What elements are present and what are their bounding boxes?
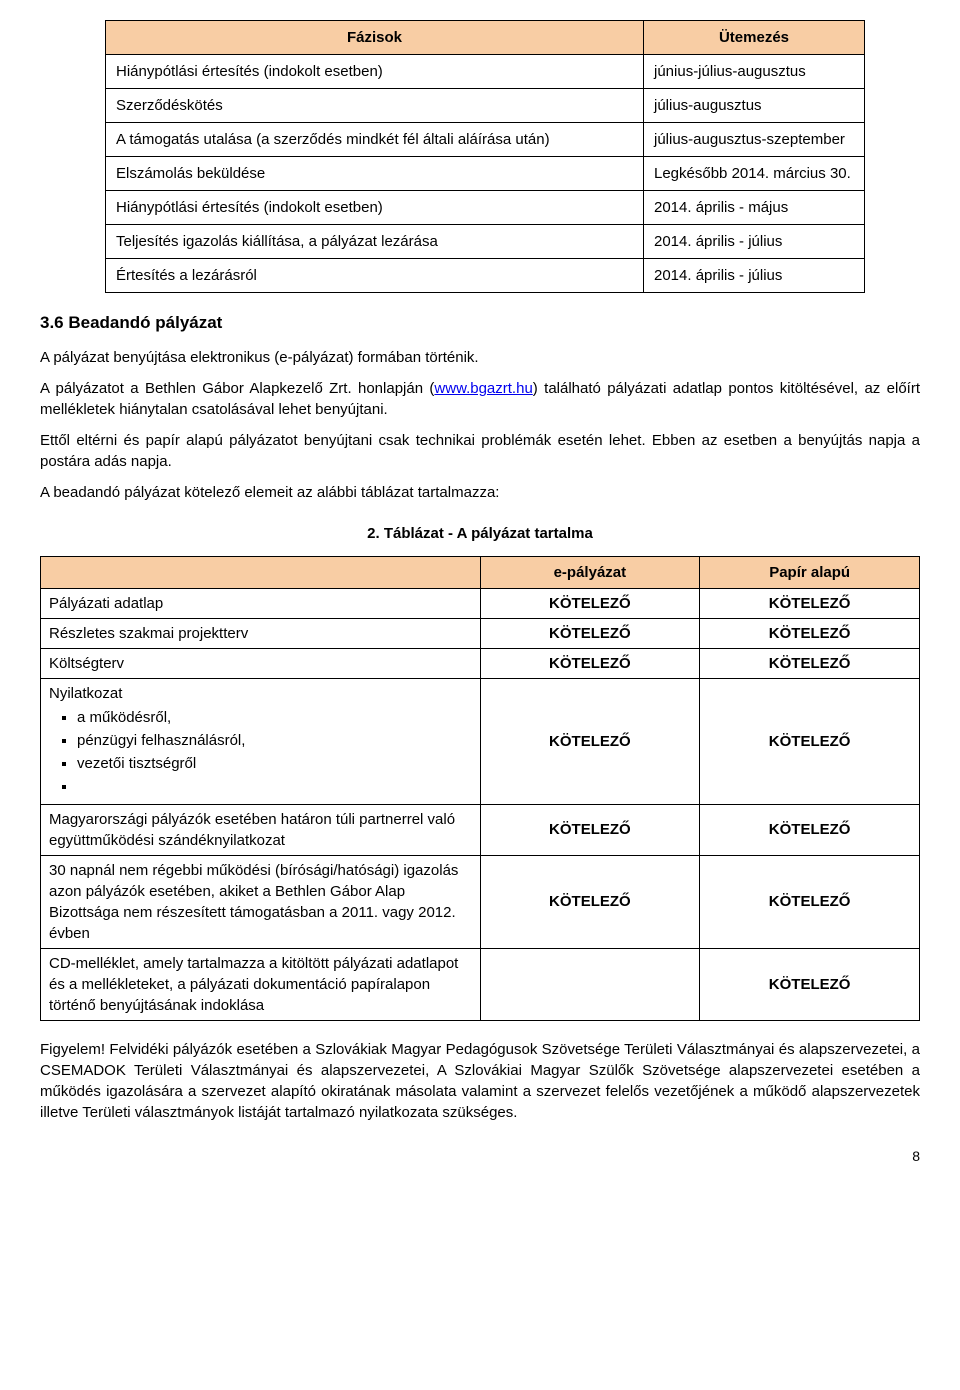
table-row: Pályázati adatlap KÖTELEZŐ KÖTELEZŐ <box>41 588 920 618</box>
p-cell: KÖTELEZŐ <box>700 678 920 804</box>
e-cell: KÖTELEZŐ <box>480 588 700 618</box>
p-cell: KÖTELEZŐ <box>700 948 920 1020</box>
col-header-blank <box>41 556 481 588</box>
table-row: Hiánypótlási értesítés (indokolt esetben… <box>106 55 865 89</box>
table-row: 30 napnál nem régebbi működési (bírósági… <box>41 855 920 948</box>
item-cell: Nyilatkozat a működésről, pénzügyi felha… <box>41 678 481 804</box>
list-item <box>77 775 472 798</box>
schedule-cell: június-július-augusztus <box>644 55 865 89</box>
item-cell: Magyarországi pályázók esetében határon … <box>41 804 481 855</box>
table-row: Részletes szakmai projektterv KÖTELEZŐ K… <box>41 618 920 648</box>
page-number: 8 <box>40 1147 920 1167</box>
list-item: pénzügyi felhasználásról, <box>77 729 472 752</box>
schedule-cell: 2014. április - július <box>644 225 865 259</box>
content-table: e-pályázat Papír alapú Pályázati adatlap… <box>40 556 920 1021</box>
schedule-cell: 2014. április - május <box>644 191 865 225</box>
phase-cell: A támogatás utalása (a szerződés mindkét… <box>106 123 644 157</box>
bullet-list: a működésről, pénzügyi felhasználásról, … <box>77 706 472 798</box>
section-heading: 3.6 Beadandó pályázat <box>40 311 920 335</box>
paragraph: A beadandó pályázat kötelező elemeit az … <box>40 482 920 503</box>
list-item: vezetői tisztségről <box>77 752 472 775</box>
table-row: A támogatás utalása (a szerződés mindkét… <box>106 123 865 157</box>
phases-col-header: Fázisok <box>106 21 644 55</box>
col-header-e: e-pályázat <box>480 556 700 588</box>
paragraph: Ettől eltérni és papír alapú pályázatot … <box>40 430 920 472</box>
phase-cell: Hiánypótlási értesítés (indokolt esetben… <box>106 55 644 89</box>
e-cell: KÖTELEZŐ <box>480 804 700 855</box>
item-label: Nyilatkozat <box>49 685 122 702</box>
schedule-col-header: Ütemezés <box>644 21 865 55</box>
table-row: Magyarországi pályázók esetében határon … <box>41 804 920 855</box>
footnote: Figyelem! Felvidéki pályázók esetében a … <box>40 1039 920 1123</box>
table-row: Értesítés a lezárásról2014. április - jú… <box>106 259 865 293</box>
phase-cell: Szerződéskötés <box>106 89 644 123</box>
schedule-cell: július-augusztus <box>644 89 865 123</box>
e-cell <box>480 948 700 1020</box>
schedule-cell: július-augusztus-szeptember <box>644 123 865 157</box>
table-row: Nyilatkozat a működésről, pénzügyi felha… <box>41 678 920 804</box>
p-cell: KÖTELEZŐ <box>700 588 920 618</box>
table-row: Költségterv KÖTELEZŐ KÖTELEZŐ <box>41 648 920 678</box>
item-cell: Részletes szakmai projektterv <box>41 618 481 648</box>
item-cell: 30 napnál nem régebbi működési (bírósági… <box>41 855 481 948</box>
e-cell: KÖTELEZŐ <box>480 618 700 648</box>
paragraph: A pályázatot a Bethlen Gábor Alapkezelő … <box>40 378 920 420</box>
table-row: Szerződéskötésjúlius-augusztus <box>106 89 865 123</box>
list-item: a működésről, <box>77 706 472 729</box>
page: Fázisok Ütemezés Hiánypótlási értesítés … <box>0 0 960 1206</box>
item-cell: Pályázati adatlap <box>41 588 481 618</box>
col-header-paper: Papír alapú <box>700 556 920 588</box>
table2-title: 2. Táblázat - A pályázat tartalma <box>40 523 920 544</box>
phase-cell: Értesítés a lezárásról <box>106 259 644 293</box>
table-row: CD-melléklet, amely tartalmazza a kitölt… <box>41 948 920 1020</box>
paragraph: A pályázat benyújtása elektronikus (e-pá… <box>40 347 920 368</box>
e-cell: KÖTELEZŐ <box>480 678 700 804</box>
schedule-cell: Legkésőbb 2014. március 30. <box>644 157 865 191</box>
table-row: Hiánypótlási értesítés (indokolt esetben… <box>106 191 865 225</box>
e-cell: KÖTELEZŐ <box>480 648 700 678</box>
item-cell: CD-melléklet, amely tartalmazza a kitölt… <box>41 948 481 1020</box>
p-cell: KÖTELEZŐ <box>700 855 920 948</box>
phase-cell: Teljesítés igazolás kiállítása, a pályáz… <box>106 225 644 259</box>
schedule-cell: 2014. április - július <box>644 259 865 293</box>
phase-cell: Elszámolás beküldése <box>106 157 644 191</box>
text-fragment: A pályázatot a Bethlen Gábor Alapkezelő … <box>40 380 434 397</box>
table-row: Teljesítés igazolás kiállítása, a pályáz… <box>106 225 865 259</box>
p-cell: KÖTELEZŐ <box>700 804 920 855</box>
phase-cell: Hiánypótlási értesítés (indokolt esetben… <box>106 191 644 225</box>
phases-table: Fázisok Ütemezés Hiánypótlási értesítés … <box>105 20 865 293</box>
website-link[interactable]: www.bgazrt.hu <box>434 380 532 397</box>
p-cell: KÖTELEZŐ <box>700 618 920 648</box>
p-cell: KÖTELEZŐ <box>700 648 920 678</box>
e-cell: KÖTELEZŐ <box>480 855 700 948</box>
table-row: Elszámolás beküldéseLegkésőbb 2014. márc… <box>106 157 865 191</box>
item-cell: Költségterv <box>41 648 481 678</box>
